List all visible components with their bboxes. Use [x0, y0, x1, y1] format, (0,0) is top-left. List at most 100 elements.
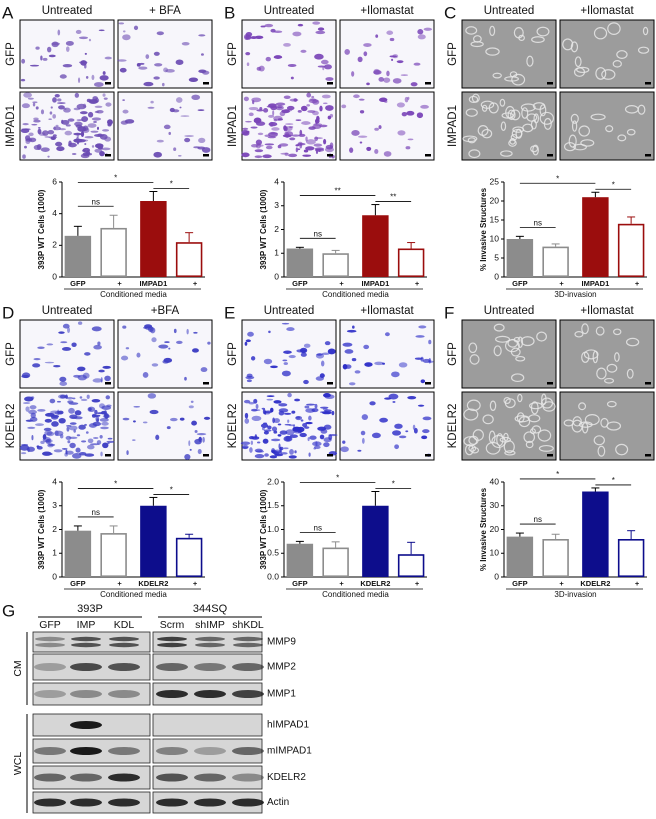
cell: [269, 455, 278, 459]
cell: [56, 400, 62, 403]
cell: [77, 138, 86, 143]
cell: [386, 30, 394, 35]
cell: [344, 364, 352, 369]
cell: [413, 427, 418, 434]
cell: [37, 127, 41, 129]
cell: [244, 412, 249, 419]
row-label: GFP: [227, 342, 239, 366]
structure: [468, 95, 479, 103]
bar: [582, 197, 609, 277]
cell: [163, 357, 173, 363]
cell: [104, 375, 111, 382]
cell: [288, 455, 297, 459]
band: [156, 773, 188, 782]
cell: [197, 448, 202, 455]
cell: [48, 444, 56, 446]
x-axis-label: Conditioned media: [100, 290, 167, 299]
column-header: +Ilomastat: [360, 305, 414, 317]
cell: [151, 337, 157, 343]
cell: [65, 435, 72, 440]
structure: [509, 71, 518, 78]
scale-bar: [547, 454, 553, 457]
structure: [531, 36, 545, 43]
structure: [600, 417, 609, 428]
cell: [273, 430, 278, 434]
cell: [78, 36, 89, 40]
structure: [481, 104, 488, 112]
cell: [384, 100, 388, 103]
cell: [314, 403, 318, 409]
significance-label: *: [392, 480, 395, 489]
cell: [173, 328, 177, 334]
cell: [62, 323, 70, 329]
cell: [263, 429, 272, 432]
row-label: GFP: [5, 342, 17, 366]
cell: [21, 452, 27, 455]
cell: [133, 420, 136, 423]
cell: [283, 125, 287, 131]
cell: [275, 102, 286, 106]
x-axis-label: 3D-invasion: [554, 290, 596, 299]
y-tick-label: 0: [52, 571, 57, 581]
cell: [60, 341, 68, 344]
cell: [173, 147, 177, 151]
cell: [30, 412, 36, 419]
cell: [33, 117, 39, 121]
cell: [46, 343, 54, 346]
cell: [407, 138, 414, 141]
cell: [100, 147, 111, 151]
structure: [617, 134, 627, 142]
cell: [88, 38, 92, 42]
cell: [422, 416, 432, 421]
cell: [264, 410, 273, 414]
cell: [179, 417, 185, 421]
cell: [184, 137, 191, 143]
cell: [145, 54, 150, 59]
cell: [147, 393, 157, 399]
band: [35, 636, 65, 642]
structure: [626, 368, 634, 379]
band: [195, 636, 225, 642]
x-axis-label: Conditioned media: [100, 590, 167, 599]
cell: [321, 94, 331, 99]
cell: [52, 114, 56, 119]
cell: [394, 444, 400, 450]
x-tick-label: +: [117, 579, 122, 588]
cell: [94, 110, 100, 114]
cell: [51, 421, 59, 427]
cell: [255, 450, 265, 453]
structure: [503, 432, 509, 442]
cell: [270, 28, 276, 33]
cell: [184, 453, 191, 460]
x-tick-label: +: [117, 279, 122, 288]
scale-bar: [547, 154, 553, 157]
cell: [289, 434, 298, 439]
band: [156, 663, 188, 671]
structure: [512, 126, 525, 133]
structure: [574, 56, 582, 68]
cell: [184, 376, 187, 381]
cell: [102, 71, 106, 75]
band: [70, 663, 102, 671]
cell: [100, 410, 107, 415]
y-tick-label: 20: [490, 195, 500, 205]
cell: [268, 122, 278, 127]
cell: [92, 96, 98, 101]
bar: [397, 554, 425, 578]
bar: [175, 242, 203, 277]
structure: [472, 35, 482, 43]
significance-label: ns: [92, 197, 100, 206]
cell: [91, 74, 95, 81]
cell: [283, 447, 289, 450]
cell: [281, 322, 290, 325]
cell: [184, 135, 194, 137]
structure: [525, 440, 534, 449]
cell: [47, 46, 52, 53]
cell: [202, 70, 210, 75]
cell: [92, 421, 102, 427]
structure: [593, 27, 608, 40]
cell: [50, 136, 56, 141]
cell: [103, 97, 108, 100]
x-tick-label: GFP: [70, 279, 85, 288]
y-tick-label: 10: [490, 233, 500, 243]
